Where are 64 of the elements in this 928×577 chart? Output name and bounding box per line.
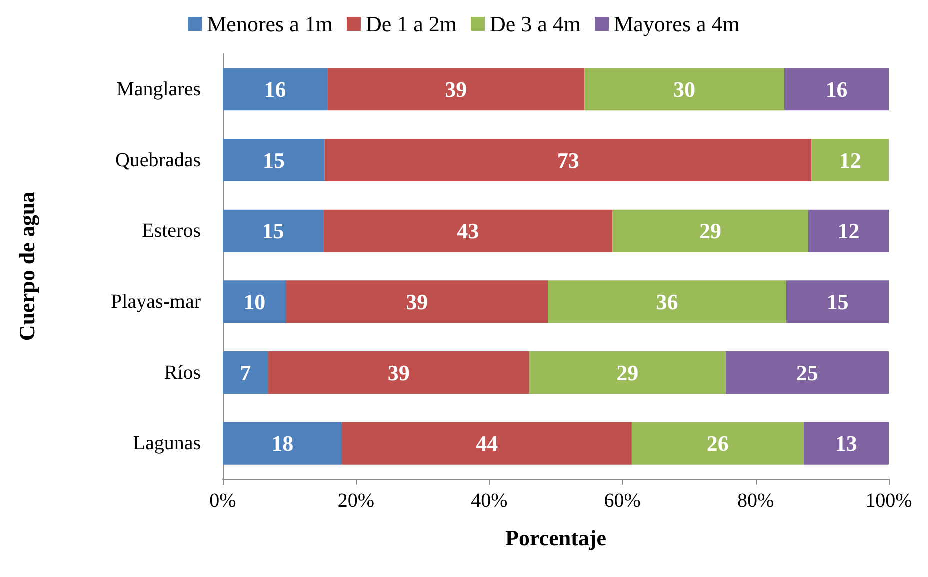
data-label: 36 bbox=[656, 289, 678, 314]
bar bbox=[342, 422, 632, 465]
legend-label: De 3 a 4m bbox=[490, 12, 582, 36]
data-label: 12 bbox=[839, 148, 862, 173]
bar bbox=[286, 280, 548, 324]
bar bbox=[804, 422, 889, 465]
x-tick-label: 0% bbox=[210, 490, 236, 512]
data-label: 16 bbox=[826, 76, 848, 102]
data-label: 15 bbox=[262, 148, 285, 173]
x-tick-label: 60% bbox=[604, 490, 641, 512]
bar bbox=[612, 210, 808, 252]
bar bbox=[223, 280, 286, 324]
data-label: 12 bbox=[838, 218, 860, 244]
bar bbox=[786, 280, 889, 324]
bar bbox=[324, 139, 812, 182]
data-label: 39 bbox=[406, 289, 428, 314]
data-label: 15 bbox=[826, 289, 849, 314]
data-label: 13 bbox=[835, 431, 858, 456]
y-axis-title: Cuerpo de agua bbox=[14, 192, 40, 342]
x-tick-label: 100% bbox=[866, 490, 912, 512]
bar bbox=[223, 422, 342, 465]
data-label: 18 bbox=[272, 431, 294, 456]
bar bbox=[632, 422, 804, 465]
data-label: 29 bbox=[700, 218, 722, 244]
data-label: 25 bbox=[796, 360, 818, 386]
bar bbox=[223, 139, 325, 182]
legend-label: Menores a 1m bbox=[207, 12, 333, 36]
x-tick-label: 40% bbox=[471, 490, 508, 512]
data-label: 43 bbox=[457, 218, 480, 244]
data-label: 16 bbox=[264, 76, 286, 102]
bar bbox=[584, 68, 784, 111]
data-label: 39 bbox=[388, 360, 410, 386]
bar bbox=[268, 352, 530, 394]
bar bbox=[328, 68, 585, 111]
y-tick-label: Ríos bbox=[164, 362, 202, 384]
data-label: 15 bbox=[262, 218, 284, 244]
y-tick-label: Lagunas bbox=[133, 432, 202, 455]
y-tick-label: Quebradas bbox=[115, 149, 202, 172]
data-label: 26 bbox=[706, 431, 729, 456]
x-tick-label: 20% bbox=[338, 490, 375, 512]
y-tick-label: Manglares bbox=[116, 78, 202, 100]
y-tick-label: Playas-mar bbox=[111, 290, 202, 313]
bar bbox=[324, 210, 613, 252]
data-label: 44 bbox=[476, 431, 498, 456]
bar bbox=[812, 139, 889, 182]
data-label: 30 bbox=[674, 76, 696, 102]
legend-label: Mayores a 4m bbox=[614, 12, 740, 36]
bar bbox=[529, 352, 726, 394]
bar bbox=[726, 352, 889, 394]
data-label: 29 bbox=[616, 360, 639, 386]
bar bbox=[223, 210, 324, 252]
bar bbox=[548, 280, 786, 324]
data-label: 73 bbox=[557, 148, 580, 173]
data-label: 39 bbox=[445, 76, 468, 102]
x-axis-title: Porcentaje bbox=[506, 526, 607, 550]
data-label: 7 bbox=[240, 360, 252, 386]
bar bbox=[808, 210, 889, 252]
legend-label: De 1 a 2m bbox=[366, 12, 457, 36]
bar bbox=[223, 352, 268, 394]
bar bbox=[223, 68, 328, 111]
bar bbox=[784, 68, 889, 111]
data-label: 10 bbox=[244, 289, 266, 314]
y-tick-label: Esteros bbox=[142, 220, 202, 242]
x-tick-label: 80% bbox=[737, 490, 774, 512]
